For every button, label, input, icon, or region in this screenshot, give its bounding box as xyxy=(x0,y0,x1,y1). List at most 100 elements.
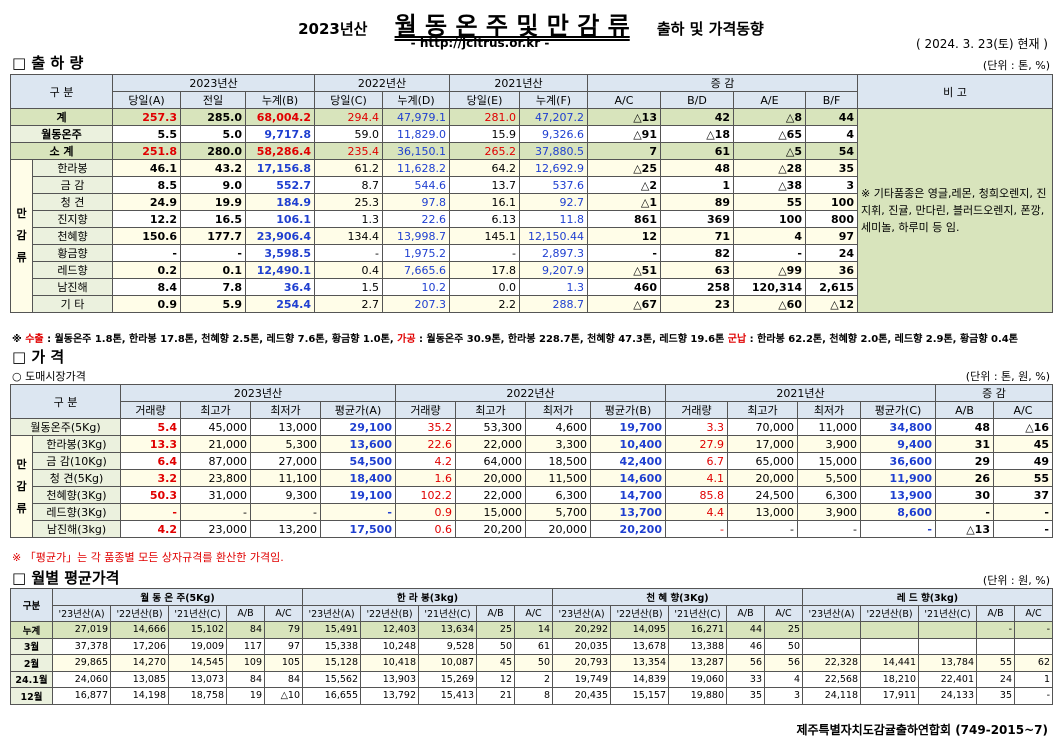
table-cell: 102.2 xyxy=(395,486,456,504)
table-cell: 진지향 xyxy=(32,210,113,228)
table-cell: 24,133 xyxy=(918,687,977,705)
table-cell: 20,000 xyxy=(525,520,591,538)
table-cell: 65,000 xyxy=(727,452,798,470)
table-cell: 27.9 xyxy=(665,435,728,453)
table-cell: 37,378 xyxy=(52,637,111,655)
table-cell: 13,354 xyxy=(610,654,669,672)
table-cell: 비 고 xyxy=(857,74,1053,109)
table-cell: 19.9 xyxy=(180,193,246,211)
table-cell: 460 xyxy=(587,278,661,296)
table-cell: 11.8 xyxy=(519,210,588,228)
table-cell: 17,500 xyxy=(320,520,396,538)
table-cell: 15,413 xyxy=(418,687,477,705)
table-cell: 34,800 xyxy=(860,418,936,436)
table-cell: 0.4 xyxy=(314,261,383,279)
table-cell: 23 xyxy=(660,295,734,313)
table-cell: 24,500 xyxy=(727,486,798,504)
table-cell: '21년산(C) xyxy=(168,604,227,622)
data-row: 청 견(5Kg) 3.2 23,800 11,100 18,400 1.6 20,000 11… xyxy=(11,469,1053,487)
data-row: 천혜향(3Kg) 50.3 31,000 9,300 19,100 102.2 22,000… xyxy=(11,486,1053,504)
table-cell: 3,900 xyxy=(797,503,861,521)
table-cell: 10,418 xyxy=(360,654,419,672)
table-cell: 3 xyxy=(805,176,858,194)
table-cell: 13,678 xyxy=(610,637,669,655)
table-cell: 8.7 xyxy=(314,176,383,194)
table-cell: 92.7 xyxy=(519,193,588,211)
table-cell: △51 xyxy=(587,261,661,279)
table-cell: '22년산(B) xyxy=(110,604,169,622)
data-row: 월동온주(5Kg) 5.4 45,000 13,000 29,100 35.2 53,300… xyxy=(10,418,1053,436)
table-cell: 13,700 xyxy=(590,503,666,521)
table-cell: 33 xyxy=(726,670,765,688)
table-cell: △5 xyxy=(733,142,806,160)
table-cell xyxy=(802,621,861,639)
table-cell: - xyxy=(993,520,1053,538)
table-cell: - xyxy=(180,503,251,521)
table-cell: A/C xyxy=(764,604,803,622)
table-cell: A/B xyxy=(726,604,765,622)
note-text: : 월동온주 1.8톤, 한라봉 17.8톤, 천혜향 2.5톤, 레드향 7.… xyxy=(43,334,398,345)
table-cell: 25.3 xyxy=(314,193,383,211)
table-cell: 22,000 xyxy=(455,435,526,453)
table-cell: 14,600 xyxy=(590,469,666,487)
data-row: 남진해(3kg) 4.2 23,000 13,200 17,500 0.6 20,200 20… xyxy=(11,520,1053,538)
table-cell: △16 xyxy=(993,418,1053,436)
table-cell: 0.9 xyxy=(395,503,456,521)
table-cell: 79 xyxy=(264,621,303,639)
table-cell: 26 xyxy=(935,469,994,487)
table-cell: 2023년산 xyxy=(120,384,396,402)
table-cell: 13,792 xyxy=(360,687,419,705)
table-cell: 최고가 xyxy=(727,401,798,419)
data-row: 만 감 류 한라봉(3Kg) 13.3 21,000 5,300 13,600 22.6 22… xyxy=(10,435,1053,538)
table-cell: 11,500 xyxy=(525,469,591,487)
table-cell: 8.4 xyxy=(112,278,181,296)
table-cell: 71 xyxy=(660,227,734,245)
title: 월 동 온 주 및 만 감 류 xyxy=(394,12,630,40)
table-cell: - xyxy=(935,503,994,521)
table-cell: 64,000 xyxy=(455,452,526,470)
table-cell: 55 xyxy=(976,654,1015,672)
table-cell: 68,004.2 xyxy=(245,108,315,126)
data-row: 천혜향 150.6 177.7 23,906.4 134.4 13,998.7 145.1 1… xyxy=(11,227,1053,245)
table-cell: 24 xyxy=(976,670,1015,688)
table-cell: 월 동 온 주(5Kg) xyxy=(52,588,303,606)
table-cell: △38 xyxy=(733,176,806,194)
table-cell: 19,700 xyxy=(590,418,666,436)
title-year: 2023년산 xyxy=(298,20,368,38)
table-cell: 13.3 xyxy=(120,435,181,453)
data-row: 황금향 - -3,598.5-1,975.2-2,897.3-82-24 xyxy=(11,244,1053,262)
table-cell: 구 분 xyxy=(10,74,113,109)
table-cell: 18,210 xyxy=(860,670,919,688)
table-cell: 100 xyxy=(733,210,806,228)
table-cell: 14,700 xyxy=(590,486,666,504)
table-cell: 22,000 xyxy=(455,486,526,504)
subtitle: 출하 및 가격동향 xyxy=(656,20,764,38)
table-cell: 18,758 xyxy=(168,687,227,705)
table-cell: △91 xyxy=(587,125,661,143)
table-cell: 9,528 xyxy=(418,637,477,655)
table-cell: 2 xyxy=(514,670,553,688)
table-cell: A/C xyxy=(264,604,303,622)
table-cell: 22.6 xyxy=(395,435,456,453)
table-cell: A/B xyxy=(976,604,1015,622)
table-cell: 97.8 xyxy=(382,193,450,211)
table-cell: 15,157 xyxy=(610,687,669,705)
data-row: 기 타 0.9 5.9 254.4 2.7 207.3 2.2 288.7 △67 23 △60 △1… xyxy=(11,295,1053,313)
table-cell: 106.1 xyxy=(245,210,315,228)
table-cell: 30 xyxy=(935,486,994,504)
table-cell: 22,401 xyxy=(918,670,977,688)
table-cell: 8.5 xyxy=(112,176,181,194)
table-cell: 84 xyxy=(226,621,265,639)
table-cell: - xyxy=(860,520,936,538)
table-cell: 3.3 xyxy=(665,418,728,436)
table-cell: 25 xyxy=(764,621,803,639)
table-cell: 82 xyxy=(660,244,734,262)
table-cell: 16.1 xyxy=(449,193,520,211)
table-cell: 37,880.5 xyxy=(519,142,588,160)
table-cell: '23년산(A) xyxy=(52,604,111,622)
table-cell: 평균가(C) xyxy=(860,401,936,419)
table-cell: 10,400 xyxy=(590,435,666,453)
data-row: 소 계 251.8 280.0 58,286.4 235.4 36,150.1 265.2 3… xyxy=(10,142,1053,160)
table-cell xyxy=(802,637,861,655)
